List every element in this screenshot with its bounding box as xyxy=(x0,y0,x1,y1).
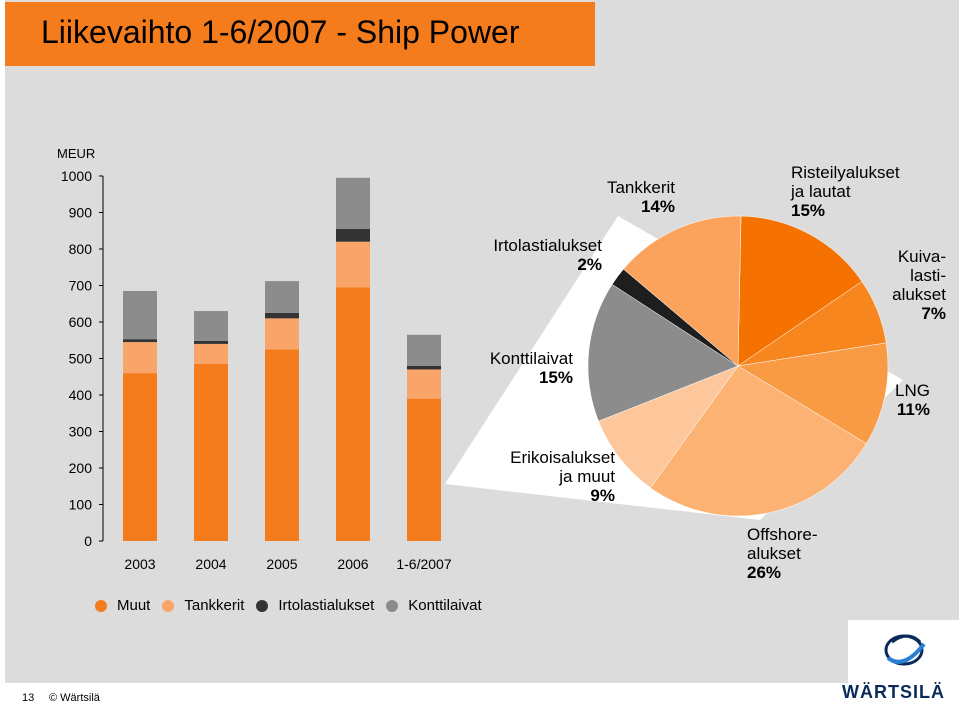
pie-slice-label: alukset xyxy=(892,285,946,304)
pie-slice-label: Offshore- xyxy=(747,525,818,544)
legend-label: Muut xyxy=(117,597,151,614)
x-tick-label: 2006 xyxy=(337,556,368,572)
legend-swatch xyxy=(95,599,107,612)
pie-slice-label: Kuiva- xyxy=(898,247,946,266)
legend-label: Tankkerit xyxy=(184,597,245,614)
legend-label: Konttilaivat xyxy=(408,597,482,614)
pie-slice xyxy=(587,284,739,422)
bar-segment xyxy=(123,290,157,340)
bar-segment xyxy=(336,287,370,541)
bar-segment xyxy=(194,311,228,341)
pie-slice xyxy=(737,342,889,444)
pie-slice-label: Konttilaivat xyxy=(490,349,573,368)
bar-chart: MEUR 0 100 200 300 400 500 600 700 800 900 1000 2003… xyxy=(57,146,452,572)
y-tick-label: 700 xyxy=(69,278,93,294)
pie-slice xyxy=(737,215,863,367)
page-title: Liikevaihto 1-6/2007 - Ship Power xyxy=(41,14,520,50)
bar-segment xyxy=(265,312,299,319)
bar-segment xyxy=(407,365,441,370)
wartsila-logo-icon xyxy=(884,634,926,666)
pie-slice-percent: 9% xyxy=(590,486,615,505)
y-tick-label: 400 xyxy=(69,387,93,403)
legend-entry: Konttilaivat xyxy=(386,597,482,614)
footer xyxy=(0,683,959,705)
pie-slice-label: ja muut xyxy=(558,467,615,486)
legend-swatch xyxy=(256,599,269,612)
bar-segment xyxy=(407,398,441,541)
legend-entry: Muut xyxy=(95,597,150,614)
bar-chart-legend: Muut Tankkerit Irtolastialukset Konttilaiva… xyxy=(95,597,494,614)
x-tick-label: 1-6/2007 xyxy=(396,556,451,572)
bar-segment xyxy=(194,343,228,364)
bar-segment xyxy=(336,228,370,242)
pie-slice-label: Irtolastialukset xyxy=(493,236,602,255)
pie-slice-label: Erikoisalukset xyxy=(510,448,615,467)
bar-segment xyxy=(123,373,157,541)
bar-segment xyxy=(123,342,157,374)
pie-slice-label: Risteilyalukset xyxy=(791,163,900,182)
bar-segment xyxy=(336,177,370,229)
legend-label: Irtolastialukset xyxy=(278,597,375,614)
pie-slice-label: ja lautat xyxy=(790,182,851,201)
slide-number: 13 xyxy=(22,692,35,704)
x-tick-label: 2004 xyxy=(195,556,226,572)
y-tick-label: 100 xyxy=(69,497,93,513)
pie-slice-label: Tankkerit xyxy=(607,178,675,197)
legend-entry: Tankkerit xyxy=(162,597,244,614)
pie-slice-percent: 15% xyxy=(791,201,825,220)
y-tick-label: 800 xyxy=(69,241,93,257)
pie-slice-percent: 2% xyxy=(577,255,602,274)
bar-segment xyxy=(194,340,228,344)
pie-slice xyxy=(623,215,742,367)
pie-slice-percent: 15% xyxy=(539,368,573,387)
bar-segment xyxy=(407,334,441,366)
y-tick-label: 0 xyxy=(84,533,92,549)
bar-segment xyxy=(336,241,370,288)
bar-segment xyxy=(123,339,157,343)
legend-entry: Irtolastialukset xyxy=(256,597,374,614)
x-tick-label: 2003 xyxy=(124,556,155,572)
bar-segment xyxy=(194,363,228,541)
bar-segment xyxy=(265,281,299,313)
pie-slice-percent: 14% xyxy=(641,197,675,216)
y-tick-label: 1000 xyxy=(61,168,92,184)
pie-slice-percent: 7% xyxy=(921,304,946,323)
pie-slice xyxy=(598,365,739,489)
copyright-text: © Wärtsilä xyxy=(49,692,100,704)
y-tick-label: 600 xyxy=(69,314,93,330)
bar-segment xyxy=(265,318,299,350)
logo-text: WÄRTSILÄ xyxy=(842,682,945,702)
title-banner xyxy=(5,2,595,66)
legend-swatch xyxy=(162,599,175,612)
pie-slice-label: LNG xyxy=(895,381,930,400)
x-tick-label: 2005 xyxy=(266,556,297,572)
legend-swatch xyxy=(386,599,399,612)
pie-slice-label: alukset xyxy=(747,544,801,563)
y-axis-label: MEUR xyxy=(57,146,95,161)
pie-slice-label: lasti- xyxy=(910,266,946,285)
bar-segment xyxy=(407,369,441,399)
y-tick-label: 200 xyxy=(69,460,93,476)
logo-area xyxy=(848,620,959,690)
pie-slice-percent: 11% xyxy=(897,400,930,419)
y-tick-label: 500 xyxy=(69,351,93,367)
y-tick-label: 300 xyxy=(69,424,93,440)
y-tick-label: 900 xyxy=(69,205,93,221)
bar-segment xyxy=(265,349,299,541)
pie-slice xyxy=(650,365,867,517)
pie-slice-percent: 26% xyxy=(747,563,781,582)
